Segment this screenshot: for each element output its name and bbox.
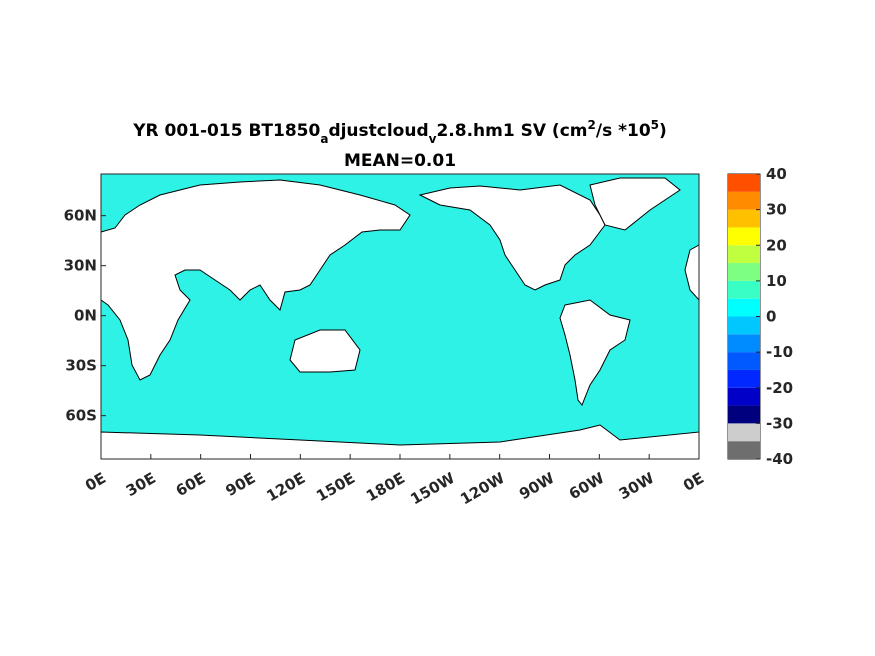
title-segment: )	[659, 121, 667, 141]
land-south-america	[559, 299, 631, 406]
x-tick-label: 150W	[407, 469, 458, 509]
title-segment: v	[429, 132, 437, 146]
title-segment: 2	[588, 118, 596, 132]
colorbar-band	[728, 263, 760, 281]
colorbar-tick-label: 10	[766, 272, 787, 290]
x-tick-label: 150E	[313, 469, 358, 505]
x-tick-label: 30W	[616, 469, 658, 504]
colorbar-tick-label: 20	[766, 236, 787, 254]
colorbar-tick-label: 0	[766, 308, 776, 326]
x-tick-label: 60E	[173, 469, 209, 500]
colorbar-band	[728, 334, 760, 353]
land-greenland	[589, 177, 681, 231]
x-tick-label: 0E	[680, 469, 707, 495]
title-segment: djustcloud	[328, 121, 428, 141]
colorbar-band	[728, 369, 760, 388]
x-tick-label: 90W	[516, 469, 558, 504]
colorbar-band	[728, 298, 760, 317]
y-tick-label: 60S	[65, 407, 97, 425]
colorbar-band	[728, 245, 760, 264]
colorbar-tick-label: 40	[766, 165, 787, 183]
chart-title: YR 001-015 BT1850adjustcloudv2.8.hm1 SV …	[132, 118, 667, 146]
x-tick-label: 180E	[363, 469, 408, 505]
colorbar-band	[728, 441, 760, 459]
y-tick-label: 30N	[64, 257, 97, 275]
title-segment: /s *10	[596, 121, 651, 141]
chart-subtitle: MEAN=0.01	[344, 151, 456, 171]
colorbar-band	[728, 387, 760, 406]
land-australia	[289, 329, 361, 373]
land-eurasia-africa	[100, 179, 411, 381]
x-tick-label: 0E	[82, 469, 109, 495]
colorbar-band	[728, 227, 760, 246]
colorbar-tick-label: -20	[766, 379, 793, 397]
title-segment: a	[320, 132, 328, 146]
map-area	[100, 173, 700, 460]
x-tick-label: 120W	[457, 469, 508, 509]
colorbar-band	[728, 280, 760, 299]
colorbar-band	[728, 405, 760, 424]
colorbar-band	[728, 174, 760, 192]
colorbar-tick-label: -30	[766, 414, 793, 432]
colorbar-band	[728, 316, 760, 335]
land-north-america	[418, 184, 606, 291]
x-tick-label: 60W	[566, 469, 608, 504]
x-tick-label: 120E	[263, 469, 308, 505]
y-tick-label: 60N	[64, 207, 97, 225]
title-segment: YR 001-015 BT1850	[132, 121, 320, 141]
colorbar-tick-label: -10	[766, 343, 793, 361]
colorbar-tick-label: -40	[766, 450, 793, 468]
x-tick-label: 90E	[223, 469, 259, 500]
land-europe-west	[684, 244, 700, 302]
colorbar-band	[728, 209, 760, 228]
colorbar-tick-label: 30	[766, 201, 787, 219]
colorbar-band	[728, 423, 760, 442]
x-tick-label: 30E	[123, 469, 159, 500]
title-segment: 5	[651, 118, 659, 132]
title-segment: 2.8.hm1 SV (cm	[436, 121, 587, 141]
colorbar-band	[728, 191, 760, 210]
colorbar-band	[728, 352, 760, 370]
y-tick-label: 0N	[74, 307, 97, 325]
y-tick-label: 30S	[65, 357, 97, 375]
